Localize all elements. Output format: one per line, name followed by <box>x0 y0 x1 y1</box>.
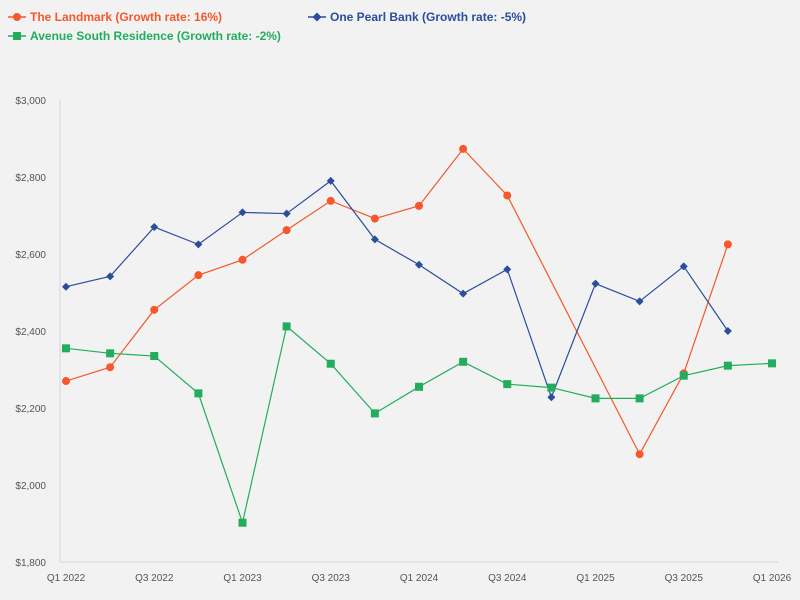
data-point[interactable] <box>106 272 115 281</box>
data-point[interactable] <box>326 196 335 205</box>
data-point[interactable] <box>62 344 70 353</box>
data-point[interactable] <box>238 208 247 217</box>
data-point[interactable] <box>326 359 335 368</box>
data-point[interactable] <box>723 327 732 335</box>
data-point[interactable] <box>238 255 247 264</box>
y-tick-label: $2,000 <box>15 481 46 492</box>
data-point[interactable] <box>150 352 159 361</box>
data-point[interactable] <box>547 393 556 402</box>
data-point[interactable] <box>106 349 115 358</box>
data-point[interactable] <box>106 363 115 372</box>
data-point[interactable] <box>282 322 291 331</box>
data-point[interactable] <box>591 279 600 288</box>
x-tick-label: Q1 2025 <box>576 573 615 584</box>
data-point[interactable] <box>679 371 688 380</box>
legend-item-one-pearl-bank[interactable]: One Pearl Bank (Growth rate: -5%) <box>308 10 526 24</box>
data-point[interactable] <box>370 409 379 418</box>
data-point[interactable] <box>194 389 203 398</box>
x-tick-label: Q1 2026 <box>753 573 792 584</box>
data-point[interactable] <box>150 223 159 232</box>
x-tick-label: Q1 2024 <box>400 573 439 584</box>
data-point[interactable] <box>503 191 512 200</box>
data-point[interactable] <box>194 240 203 249</box>
data-point[interactable] <box>635 450 644 459</box>
data-point[interactable] <box>459 144 468 153</box>
y-tick-label: $2,200 <box>15 404 46 415</box>
x-tick-label: Q1 2023 <box>223 573 262 584</box>
series-line-1 <box>65 180 729 399</box>
legend-label-one-pearl-bank: One Pearl Bank (Growth rate: -5%) <box>330 10 527 24</box>
y-tick-label: $3,000 <box>15 96 46 107</box>
data-point[interactable] <box>282 209 291 218</box>
legend-item-the-landmark[interactable]: The Landmark (Growth rate: 16%) <box>8 10 222 24</box>
x-tick-label: Q3 2023 <box>312 573 351 584</box>
data-point[interactable] <box>415 260 423 269</box>
circle-marker-icon <box>8 13 26 21</box>
data-point[interactable] <box>459 357 468 366</box>
legend: The Landmark (Growth rate: 16%) One Pear… <box>0 0 800 60</box>
data-point[interactable] <box>282 226 291 235</box>
data-point[interactable] <box>62 282 70 291</box>
data-point[interactable] <box>150 305 159 314</box>
data-point[interactable] <box>723 240 732 249</box>
data-point[interactable] <box>503 380 512 389</box>
data-point[interactable] <box>591 394 600 403</box>
legend-label-avenue-south-residence: Avenue South Residence (Growth rate: -2%… <box>30 29 281 43</box>
x-tick-label: Q3 2022 <box>135 573 174 584</box>
data-point[interactable] <box>459 289 468 298</box>
y-tick-label: $2,400 <box>15 327 46 338</box>
x-tick-label: Q1 2022 <box>47 573 86 584</box>
data-point[interactable] <box>723 361 732 370</box>
data-point[interactable] <box>547 383 556 392</box>
data-point[interactable] <box>768 359 776 368</box>
data-point[interactable] <box>62 377 70 386</box>
data-point[interactable] <box>370 214 379 223</box>
x-tick-label: Q3 2024 <box>488 573 527 584</box>
y-tick-label: $1,800 <box>15 558 46 569</box>
series-line-0 <box>65 147 729 456</box>
legend-label-the-landmark: The Landmark (Growth rate: 16%) <box>30 10 223 24</box>
data-point[interactable] <box>679 262 688 271</box>
data-point[interactable] <box>415 382 423 391</box>
data-point[interactable] <box>635 394 644 403</box>
data-point[interactable] <box>503 265 512 274</box>
data-point[interactable] <box>635 297 644 306</box>
data-point[interactable] <box>194 271 203 280</box>
diamond-marker-icon <box>308 12 326 22</box>
data-point[interactable] <box>415 201 423 210</box>
data-point[interactable] <box>326 176 335 185</box>
series-line-2 <box>65 325 773 525</box>
data-point[interactable] <box>238 518 247 527</box>
y-tick-label: $2,600 <box>15 250 46 261</box>
x-tick-label: Q3 2025 <box>665 573 704 584</box>
square-marker-icon <box>8 32 26 40</box>
y-tick-label: $2,800 <box>15 173 46 184</box>
data-point[interactable] <box>370 235 379 244</box>
legend-item-avenue-south-residence[interactable]: Avenue South Residence (Growth rate: -2%… <box>8 29 281 43</box>
